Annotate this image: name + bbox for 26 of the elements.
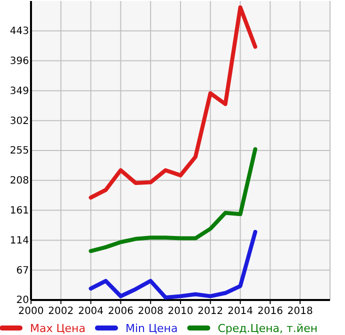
x-tick-label: 2010 [168, 306, 194, 318]
x-tick-label: 2018 [287, 306, 313, 318]
line-series [88, 230, 258, 300]
y-tick-label: 161 [10, 206, 29, 216]
x-tick-label: 2008 [138, 306, 164, 318]
line-series [88, 5, 258, 200]
x-tick-label: 2012 [198, 306, 224, 318]
y-tick-label: 302 [10, 116, 29, 127]
x-tick-label: 2016 [257, 306, 283, 318]
y-tick-label: 443 [10, 26, 29, 38]
line-series [88, 147, 258, 254]
y-tick-label: 20 [16, 295, 29, 306]
x-tick-label: 2004 [78, 306, 104, 318]
x-tick-label: 2002 [48, 306, 74, 318]
legend-label: Max Цена [30, 322, 86, 335]
y-tick-label: 255 [10, 146, 29, 157]
y-tick-label: 208 [10, 176, 29, 187]
y-tick-label: 396 [10, 56, 29, 67]
y-tick-label: 114 [10, 235, 29, 246]
legend-label: Min Цена [125, 322, 178, 335]
y-tick-label: 349 [10, 86, 29, 97]
y-tick-label: 67 [16, 265, 29, 276]
legend-label: Сред.Цена, т.йен [218, 322, 318, 335]
x-tick-label: 2000 [18, 306, 44, 318]
x-tick-label: 2014 [228, 306, 254, 318]
x-tick-label: 2006 [108, 306, 134, 318]
